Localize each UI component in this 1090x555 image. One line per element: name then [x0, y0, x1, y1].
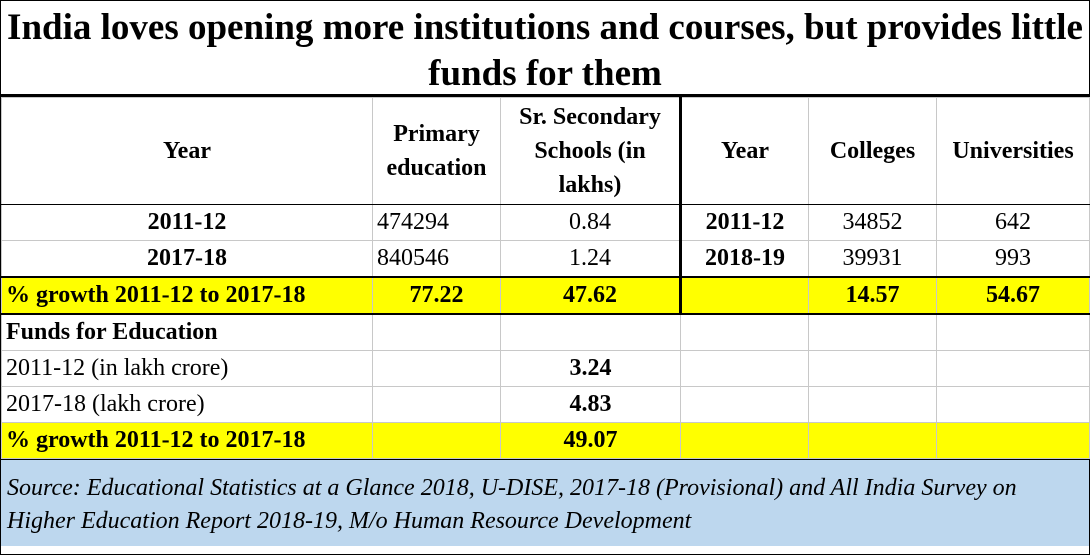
header-year-left: Year — [1, 97, 373, 205]
primary-cell: 840546 — [372, 240, 501, 278]
growth-primary: 77.22 — [372, 276, 501, 315]
year-left-cell: 2011-12 — [1, 204, 373, 241]
growth-row: % growth 2011-12 to 2017-18 77.22 47.62 … — [1, 276, 1090, 315]
header-universities: Universities — [936, 97, 1090, 205]
header-colleges: Colleges — [808, 97, 937, 205]
growth-label: % growth 2011-12 to 2017-18 — [1, 276, 373, 315]
source-note: Source: Educational Statistics at a Glan… — [1, 459, 1089, 546]
growth-blank — [680, 276, 809, 315]
funds-label: 2011-12 (in lakh crore) — [1, 350, 373, 387]
year-right-cell: 2011-12 — [680, 204, 809, 241]
funds-value: 4.83 — [500, 386, 681, 423]
table-row: 2011-12 474294 0.84 2011-12 34852 642 — [1, 204, 1090, 241]
colleges-cell: 34852 — [808, 204, 937, 241]
funds-growth-value: 49.07 — [500, 422, 681, 459]
universities-cell: 642 — [936, 204, 1090, 241]
colleges-cell: 39931 — [808, 240, 937, 278]
funds-growth-label: % growth 2011-12 to 2017-18 — [1, 422, 373, 459]
header-primary: Primary education — [372, 97, 501, 205]
table-row: 2011-12 (in lakh crore) 3.24 — [1, 350, 1090, 387]
chart-title: India loves opening more institutions an… — [1, 1, 1089, 97]
funds-heading-row: Funds for Education — [1, 313, 1090, 351]
growth-universities: 54.67 — [936, 276, 1090, 315]
primary-cell: 474294 — [372, 204, 501, 241]
table-row: 2017-18 840546 1.24 2018-19 39931 993 — [1, 240, 1090, 278]
year-right-cell: 2018-19 — [680, 240, 809, 278]
sr-secondary-cell: 0.84 — [500, 204, 682, 241]
funds-growth-row: % growth 2011-12 to 2017-18 49.07 — [1, 422, 1090, 459]
funds-value: 3.24 — [500, 350, 681, 387]
growth-sr-secondary: 47.62 — [500, 276, 682, 315]
header-sr-secondary: Sr. Secondary Schools (in lakhs) — [500, 97, 682, 205]
universities-cell: 993 — [936, 240, 1090, 278]
table-row: 2017-18 (lakh crore) 4.83 — [1, 386, 1090, 423]
year-left-cell: 2017-18 — [1, 240, 373, 278]
header-row: Year Primary education Sr. Secondary Sch… — [1, 97, 1090, 205]
growth-colleges: 14.57 — [808, 276, 937, 315]
education-table: Year Primary education Sr. Secondary Sch… — [1, 97, 1090, 459]
funds-label: 2017-18 (lakh crore) — [1, 386, 373, 423]
sr-secondary-cell: 1.24 — [500, 240, 682, 278]
funds-heading: Funds for Education — [1, 313, 373, 351]
header-year-right: Year — [680, 97, 809, 205]
